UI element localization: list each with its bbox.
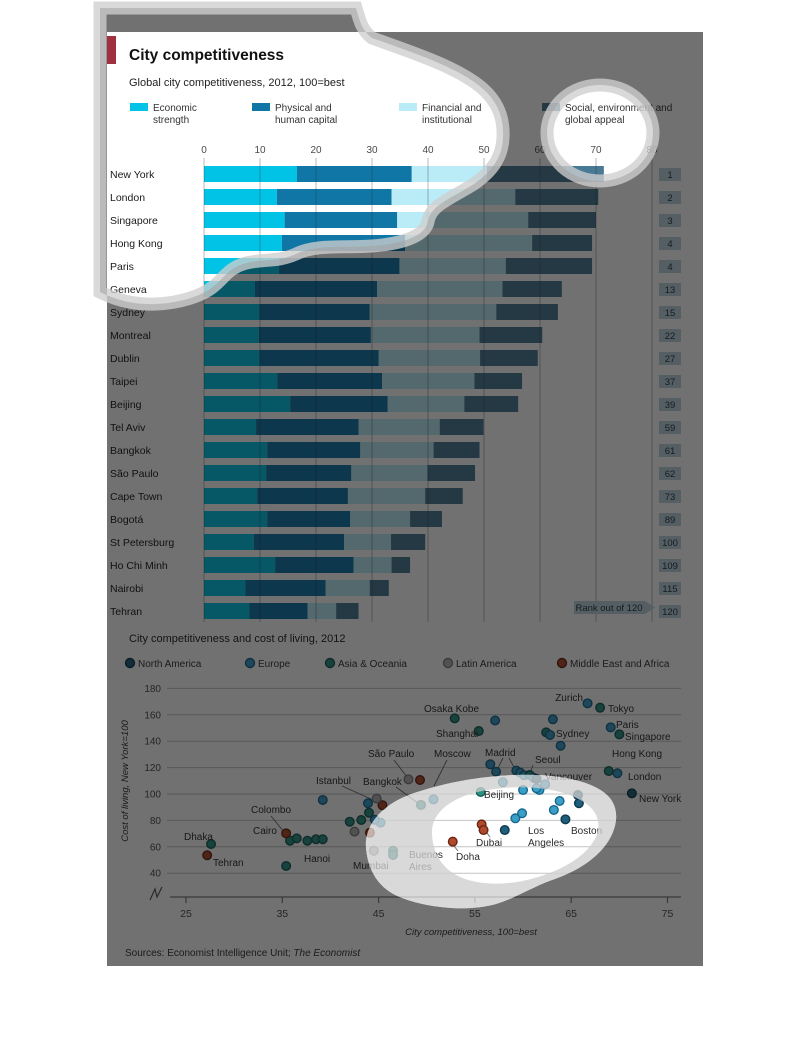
- legend-swatch-3: [399, 103, 417, 111]
- overlay-ring-lobe: [540, 78, 660, 188]
- point-label: Boston: [571, 826, 602, 837]
- scatter-point: [554, 795, 565, 806]
- legend-label-line1: Economic: [153, 103, 197, 114]
- legend-swatch-1: [130, 103, 148, 111]
- scatter-point-boston: [560, 814, 571, 825]
- leader-line: [453, 845, 459, 852]
- bar-segment: [296, 166, 412, 182]
- bar-segment: [204, 235, 282, 251]
- bar-axis-tick: 70: [590, 145, 602, 156]
- bar-segment: [204, 166, 297, 182]
- bar-segment: [284, 212, 398, 228]
- bar-segment: [204, 212, 285, 228]
- legend-swatch-2: [252, 103, 270, 111]
- bar-chart-subtitle: Global city competitiveness, 2012, 100=b…: [129, 77, 345, 89]
- accent-bar: [107, 36, 116, 64]
- bar-axis-tick: 50: [478, 145, 490, 156]
- scatter-point-doha: [447, 836, 458, 847]
- scatter-point: [478, 825, 489, 836]
- bar-city-label: Singapore: [110, 215, 158, 227]
- bar-axis-tick: 40: [422, 145, 434, 156]
- legend-label-line2: human capital: [275, 115, 337, 126]
- legend-label-line1: Financial and: [422, 103, 481, 114]
- legend-label-line2: institutional: [422, 115, 472, 126]
- legend-label-line1: Social, environment and: [565, 103, 672, 114]
- highlight-overlay: [93, 1, 703, 966]
- overlay-dark-layer: [100, 8, 703, 966]
- bar-axis-tick: 0: [201, 145, 207, 156]
- point-label: Beijing: [484, 790, 514, 801]
- point-label: Los: [528, 826, 544, 837]
- overlay-ring-bottom: [365, 774, 617, 909]
- bar-segment: [204, 189, 277, 205]
- bar-axis-tick: 10: [254, 145, 266, 156]
- overlay-ring-top: [93, 1, 510, 311]
- bar-segment: [411, 166, 487, 182]
- point-label: Angeles: [528, 838, 564, 849]
- bar-city-label: London: [110, 192, 145, 204]
- bar-city-label: New York: [110, 169, 155, 181]
- page-title: City competitiveness: [129, 47, 284, 64]
- legend-label-line2: strength: [153, 115, 189, 126]
- bar-city-label: Hong Kong: [110, 238, 163, 250]
- bar-axis-tick: 20: [310, 145, 322, 156]
- scatter-point: [548, 804, 559, 815]
- legend-label-line2: global appeal: [565, 115, 625, 126]
- point-label: Doha: [456, 852, 480, 863]
- point-label: Dubai: [476, 838, 502, 849]
- bar-city-label: Paris: [110, 261, 134, 273]
- scatter-point: [510, 813, 521, 824]
- legend-label-line1: Physical and: [275, 103, 332, 114]
- scatter-point: [499, 825, 510, 836]
- bar-axis-tick: 30: [366, 145, 378, 156]
- bar-segment: [276, 189, 392, 205]
- scatter-point: [517, 808, 528, 819]
